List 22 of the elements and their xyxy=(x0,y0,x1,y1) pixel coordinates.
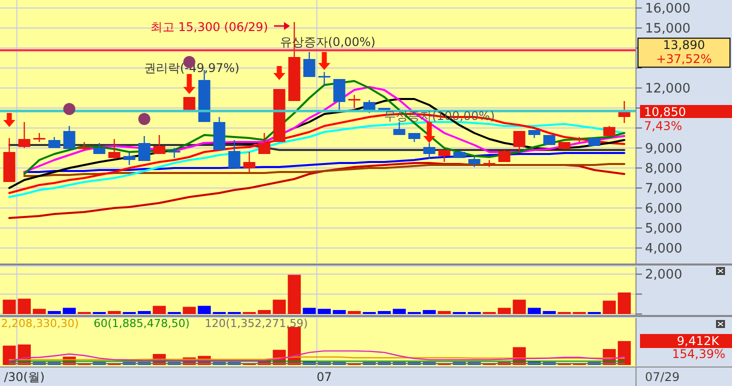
text: 9,412K xyxy=(676,334,720,348)
y-tick-label: 8,000 xyxy=(645,162,682,177)
text: 2,208,330,30) xyxy=(1,317,79,330)
text: 120(1,352,271,59) xyxy=(204,317,308,330)
y-tick-label: 12,000 xyxy=(645,82,690,97)
y-tick-label: 5,000 xyxy=(645,222,682,237)
annotation: 권리락(-49,97%) xyxy=(144,61,240,75)
ref-line-label: 10,850 7,43% xyxy=(644,105,686,133)
y-tick-label: 4,000 xyxy=(645,242,682,257)
text: 07/29 xyxy=(645,370,680,384)
text: 60(1,885,478,50) xyxy=(94,317,190,330)
x-tick-label: /30(월) xyxy=(4,370,45,384)
text: 154,39% xyxy=(672,347,726,361)
y-tick-label: 6,000 xyxy=(645,202,682,217)
ref-line-label: 13,890 +37,52% xyxy=(656,38,712,66)
y-tick-label: 9,000 xyxy=(645,142,682,157)
y-tick-label: 2,000 xyxy=(645,268,682,283)
x-tick-label: 07 xyxy=(316,370,332,384)
y-tick-label: 16,000 xyxy=(645,2,690,17)
y-tick-label: 15,000 xyxy=(645,22,690,37)
y-tick-label: 7,000 xyxy=(645,182,682,197)
annotation: 최고 15,300 (06/29) xyxy=(150,20,268,34)
